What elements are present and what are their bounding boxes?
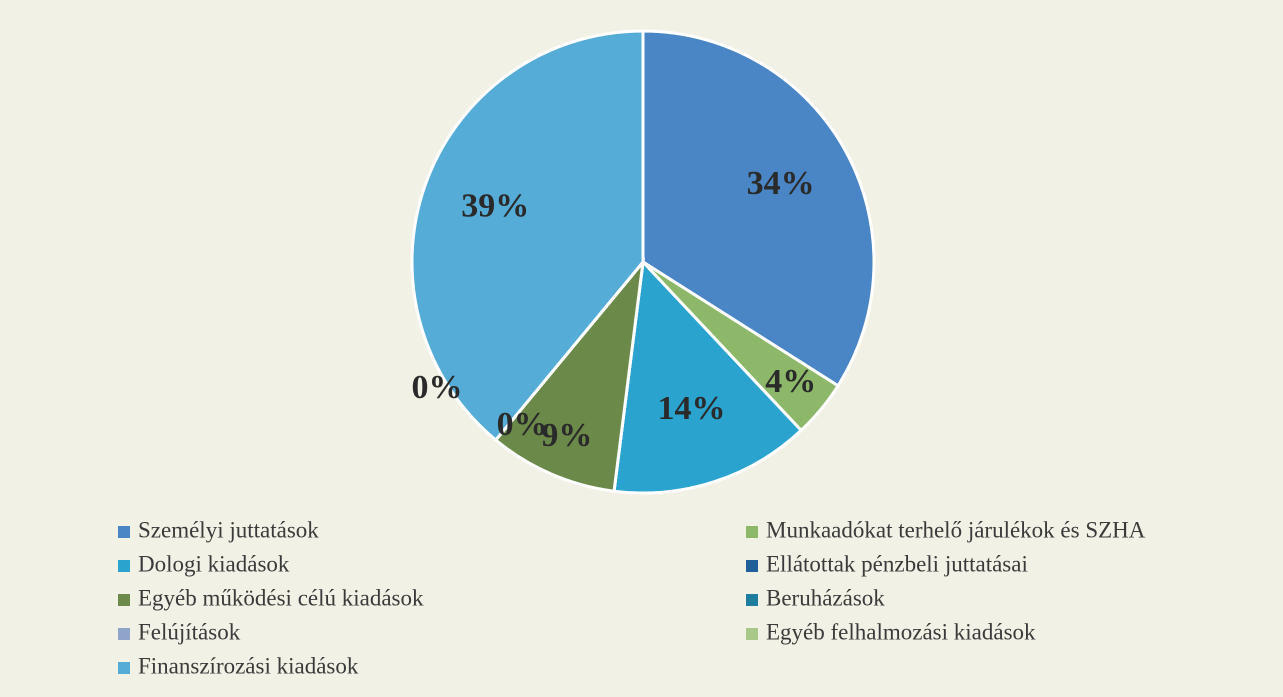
data-label: 0% [497,406,548,443]
data-label: 0% [411,369,462,406]
legend-swatch [746,628,758,640]
pie-slice [410,29,645,443]
legend-swatch [746,594,758,606]
data-label: 9% [541,417,592,454]
legend-swatch [746,526,758,538]
legend-swatch [118,594,130,606]
legend-label: Felújítások [138,619,241,644]
legend-label: Ellátottak pénzbeli juttatásai [766,551,1028,576]
legend-label: Egyéb felhalmozási kiadások [766,619,1036,644]
legend-swatch [118,628,130,640]
legend-swatch [118,526,130,538]
legend-label: Dologi kiadások [138,551,290,576]
legend-label: Munkaadókat terhelő járulékok és SZHA [766,517,1146,542]
data-label: 14% [658,390,726,427]
legend-label: Finanszírozási kiadások [138,653,359,678]
legend-label: Egyéb működési célú kiadások [138,585,424,610]
data-label: 39% [461,188,529,225]
data-label: 34% [747,165,815,202]
legend-swatch [118,560,130,572]
pie-slice [612,258,804,495]
legend-label: Beruházások [766,585,885,610]
pie-slice [493,257,646,493]
legend-swatch [746,560,758,572]
legend-swatch [118,662,130,674]
data-label: 4% [765,363,816,400]
legend-label: Személyi juttatások [138,517,319,542]
